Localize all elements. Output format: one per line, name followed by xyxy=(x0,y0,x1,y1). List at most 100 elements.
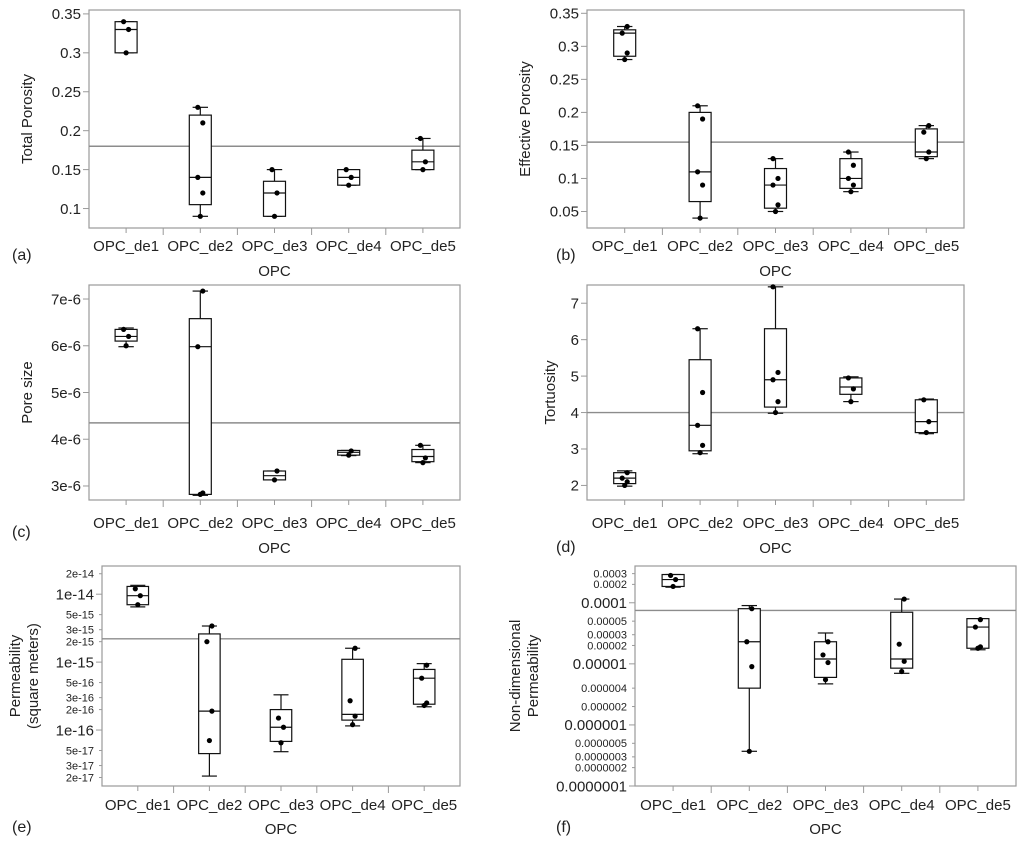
x-tick-label: OPC_de5 xyxy=(893,515,959,532)
data-point xyxy=(848,399,854,405)
y-tick-label: 2 xyxy=(571,478,579,495)
data-point xyxy=(417,135,423,142)
y-tick-label: 0.00003 xyxy=(587,630,627,642)
data-point xyxy=(700,389,706,396)
box-iqr xyxy=(114,328,138,342)
data-point xyxy=(622,482,628,489)
box-iqr xyxy=(839,377,863,395)
x-tick-label: OPC_de4 xyxy=(869,797,935,814)
data-point xyxy=(700,116,706,122)
y-tick-label: 1e-15 xyxy=(56,654,94,671)
x-axis-label: OPC xyxy=(759,263,792,280)
x-tick-label: OPC_de2 xyxy=(716,797,782,814)
data-point xyxy=(775,369,781,376)
y-tick-label: 0.0000003 xyxy=(575,752,627,764)
data-point xyxy=(772,208,779,215)
data-point xyxy=(668,572,674,579)
x-tick-label: OPC_de4 xyxy=(818,515,884,532)
chart-panel-4: 2 3 4 5 6 7 OPC_de1 OPC_de2 OPC_de3 OPC_de4 OPC_de… xyxy=(542,284,965,557)
y-tick-label: 0.0000005 xyxy=(575,738,627,750)
data-point xyxy=(624,23,630,30)
panel-label: (b) xyxy=(556,247,576,264)
box-iqr xyxy=(688,111,712,203)
box-iqr xyxy=(262,180,287,217)
data-point xyxy=(619,30,625,36)
box-iqr xyxy=(966,618,990,649)
data-point xyxy=(274,468,280,474)
y-tick-label: 0.15 xyxy=(52,162,81,179)
x-axis-label: OPC xyxy=(265,821,298,838)
data-point xyxy=(901,596,907,602)
x-axis-label: OPC xyxy=(258,263,291,280)
box-iqr xyxy=(613,29,637,57)
y-tick-label: 6e-6 xyxy=(51,338,81,355)
data-point xyxy=(695,103,701,109)
data-point xyxy=(977,617,984,623)
box-OPC_de5 xyxy=(966,617,990,651)
box-OPC_de1 xyxy=(613,470,637,489)
y-axis-label: Effective Porosity xyxy=(517,61,534,177)
data-point xyxy=(624,479,630,485)
box-OPC_de4 xyxy=(839,149,863,195)
box-OPC_de3 xyxy=(269,694,293,753)
box-OPC_de2 xyxy=(737,604,761,754)
y-tick-label: 3e-6 xyxy=(51,478,81,495)
data-point xyxy=(622,56,628,63)
box-iqr xyxy=(411,448,435,463)
panel-label: (d) xyxy=(556,539,576,556)
data-point xyxy=(271,213,278,219)
x-axis-label: OPC xyxy=(809,821,842,838)
y-axis-label: Total Porosity xyxy=(19,73,36,164)
y-axis-label: Tortuosity xyxy=(542,360,559,425)
box-OPC_de5 xyxy=(411,442,435,466)
data-point xyxy=(126,333,132,340)
x-tick-label: OPC_de1 xyxy=(640,797,706,814)
data-point xyxy=(195,104,201,110)
data-point xyxy=(921,129,927,135)
y-tick-label: 5 xyxy=(571,368,579,385)
data-point xyxy=(121,19,127,25)
y-tick-label: 0.0003 xyxy=(593,568,627,580)
data-point xyxy=(825,639,831,645)
box-OPC_de1 xyxy=(114,326,138,349)
box-OPC_de4 xyxy=(890,596,914,675)
data-point xyxy=(850,182,857,188)
data-point xyxy=(350,722,356,728)
y-axis-label: Permeability xyxy=(525,634,542,717)
box-OPC_de5 xyxy=(411,135,435,173)
box-OPC_de4 xyxy=(337,167,361,188)
data-point xyxy=(972,624,979,630)
box-OPC_de3 xyxy=(763,284,788,416)
box-OPC_de4 xyxy=(337,448,361,458)
data-point xyxy=(278,740,284,746)
data-point xyxy=(926,419,932,425)
data-point xyxy=(123,50,129,56)
box-iqr xyxy=(688,359,712,452)
x-tick-label: OPC_de2 xyxy=(667,515,733,532)
y-tick-label: 4 xyxy=(571,405,579,422)
box-iqr xyxy=(114,21,138,54)
data-point xyxy=(347,698,353,704)
y-tick-label: 0.25 xyxy=(550,72,579,89)
box-OPC_de2 xyxy=(688,103,712,221)
data-point xyxy=(280,724,287,730)
y-tick-label: 5e-6 xyxy=(51,385,81,402)
box-iqr xyxy=(412,668,436,705)
y-axis-label: Permeability xyxy=(7,634,24,717)
box-iqr xyxy=(839,158,863,189)
x-tick-label: OPC_de4 xyxy=(320,797,386,814)
plot-frame xyxy=(88,284,461,501)
data-point xyxy=(419,675,425,681)
box-OPC_de3 xyxy=(813,632,838,685)
plot-frame xyxy=(101,565,461,787)
box-iqr xyxy=(890,611,914,669)
box-OPC_de1 xyxy=(114,19,138,56)
y-tick-label: 0.00002 xyxy=(587,640,627,652)
data-point xyxy=(850,386,857,392)
data-point xyxy=(417,442,423,448)
data-point xyxy=(135,602,141,608)
data-point xyxy=(204,639,210,645)
y-tick-label: 0.0002 xyxy=(593,579,627,591)
data-point xyxy=(422,159,428,165)
